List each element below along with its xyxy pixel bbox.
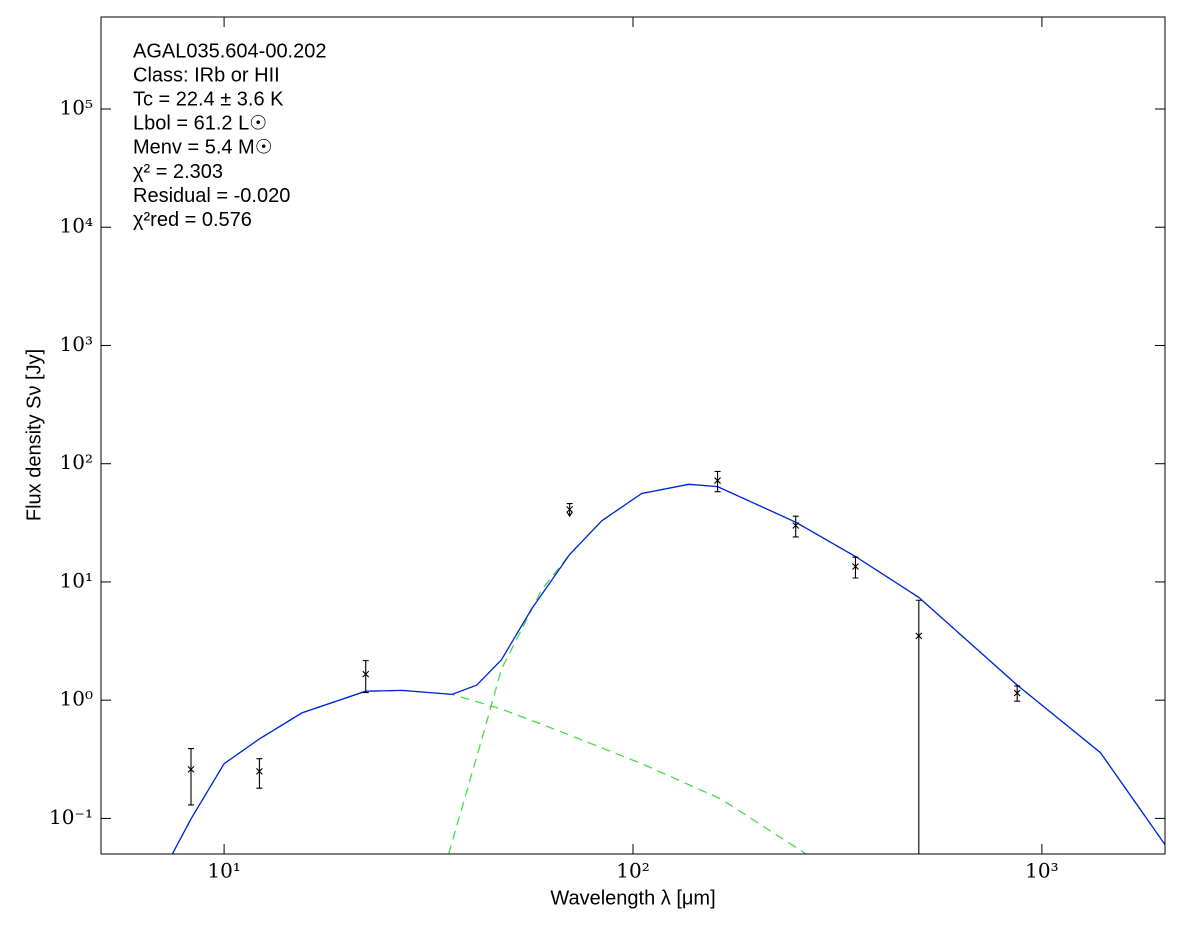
- error-bar: [915, 599, 922, 854]
- annotation: Residual = -0.020: [133, 185, 290, 207]
- model-curve: [171, 483, 1165, 854]
- y-tick-label: 10¹: [60, 568, 93, 592]
- data-point: [1013, 689, 1021, 697]
- data-point: [566, 506, 574, 513]
- x-axis-label: Wavelength λ [μm]: [550, 887, 715, 909]
- annotation: AGAL035.604-00.202: [133, 40, 327, 62]
- x-tick-label: 10²: [616, 859, 649, 883]
- x-tick-label: 10¹: [207, 859, 240, 883]
- annotation: Menv = 5.4 M☉: [133, 137, 273, 159]
- error-bar: [792, 515, 799, 538]
- y-tick-label: 10⁻¹: [49, 805, 93, 829]
- y-tick-label: 10⁵: [60, 96, 93, 120]
- data-point: [852, 563, 859, 570]
- error-bar: [714, 470, 721, 493]
- y-tick-label: 10²: [60, 450, 93, 474]
- y-axis-label: Flux density Sν [Jy]: [23, 349, 45, 521]
- annotation: χ² = 2.303: [133, 161, 223, 183]
- data-point: [792, 522, 800, 529]
- y-tick-label: 10⁰: [60, 687, 93, 711]
- error-bar: [362, 660, 369, 694]
- x-tick-label: 10³: [1025, 859, 1058, 883]
- plot-frame: [100, 16, 1166, 855]
- data-point: [362, 670, 370, 678]
- data-point: [714, 477, 721, 484]
- y-tick-label: 10⁴: [60, 214, 93, 238]
- annotation: Tc = 22.4 ± 3.6 K: [133, 88, 284, 110]
- error-bar: [852, 556, 859, 579]
- error-bar: [256, 758, 263, 789]
- y-tick-label: 10³: [60, 332, 93, 356]
- data-point: [915, 632, 923, 640]
- data-point: [256, 767, 263, 775]
- data-point: [187, 765, 195, 773]
- annotation: χ²red = 0.576: [133, 209, 252, 231]
- plot-area: [171, 470, 1165, 854]
- annotation: Class: IRb or HII: [133, 64, 280, 86]
- error-bar: [188, 747, 195, 806]
- annotation: Lbol = 61.2 L☉: [133, 113, 267, 135]
